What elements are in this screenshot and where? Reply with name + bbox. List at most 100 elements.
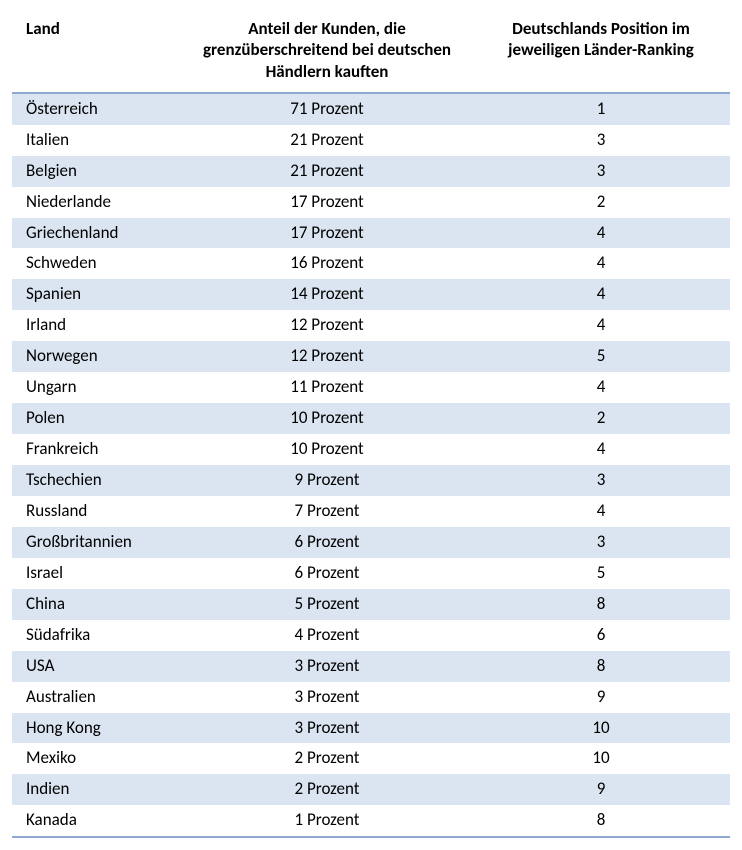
col-header-land: Land (12, 12, 182, 93)
cell-position: 4 (472, 496, 730, 527)
cell-land: Hong Kong (12, 713, 182, 744)
cell-position: 3 (472, 465, 730, 496)
cell-position: 8 (472, 589, 730, 620)
cell-anteil: 2 Prozent (182, 774, 472, 805)
cell-anteil: 12 Prozent (182, 310, 472, 341)
cell-position: 6 (472, 620, 730, 651)
cell-land: Mexiko (12, 743, 182, 774)
table-row: Russland7 Prozent4 (12, 496, 730, 527)
cell-position: 2 (472, 187, 730, 218)
cell-position: 4 (472, 372, 730, 403)
cell-land: Griechenland (12, 218, 182, 249)
cell-anteil: 1 Prozent (182, 805, 472, 837)
table-row: Irland12 Prozent4 (12, 310, 730, 341)
cell-anteil: 3 Prozent (182, 713, 472, 744)
table-row: Griechenland17 Prozent4 (12, 218, 730, 249)
cell-anteil: 10 Prozent (182, 434, 472, 465)
table-row: USA3 Prozent8 (12, 651, 730, 682)
cell-land: Frankreich (12, 434, 182, 465)
cell-land: Australien (12, 682, 182, 713)
cell-anteil: 21 Prozent (182, 125, 472, 156)
table-body: Österreich71 Prozent1Italien21 Prozent3B… (12, 93, 730, 838)
cell-land: USA (12, 651, 182, 682)
cell-position: 10 (472, 713, 730, 744)
cell-anteil: 21 Prozent (182, 156, 472, 187)
table-row: Polen10 Prozent2 (12, 403, 730, 434)
table-row: Niederlande17 Prozent2 (12, 187, 730, 218)
cell-land: Norwegen (12, 341, 182, 372)
cell-land: Italien (12, 125, 182, 156)
cell-anteil: 6 Prozent (182, 527, 472, 558)
cell-position: 4 (472, 310, 730, 341)
cell-position: 4 (472, 434, 730, 465)
cell-position: 8 (472, 805, 730, 837)
cell-land: Irland (12, 310, 182, 341)
cell-position: 4 (472, 218, 730, 249)
cell-anteil: 11 Prozent (182, 372, 472, 403)
table-row: Frankreich10 Prozent4 (12, 434, 730, 465)
cell-position: 9 (472, 774, 730, 805)
data-table: Land Anteil der Kunden, die grenzübersch… (12, 12, 730, 838)
cell-land: Großbritannien (12, 527, 182, 558)
cell-land: Polen (12, 403, 182, 434)
cell-land: Israel (12, 558, 182, 589)
table-row: Mexiko2 Prozent10 (12, 743, 730, 774)
cell-land: Belgien (12, 156, 182, 187)
cell-land: Ungarn (12, 372, 182, 403)
col-header-position: Deutschlands Position im jeweiligen Länd… (472, 12, 730, 93)
table-row: Italien21 Prozent3 (12, 125, 730, 156)
table-row: Spanien14 Prozent4 (12, 279, 730, 310)
col-header-anteil: Anteil der Kunden, die grenzüberschreite… (182, 12, 472, 93)
table-header: Land Anteil der Kunden, die grenzübersch… (12, 12, 730, 93)
cell-anteil: 17 Prozent (182, 218, 472, 249)
cell-anteil: 9 Prozent (182, 465, 472, 496)
table-row: Israel6 Prozent5 (12, 558, 730, 589)
table-row: Hong Kong3 Prozent10 (12, 713, 730, 744)
cell-anteil: 5 Prozent (182, 589, 472, 620)
cell-position: 5 (472, 341, 730, 372)
cell-anteil: 17 Prozent (182, 187, 472, 218)
cell-position: 3 (472, 527, 730, 558)
table-row: Indien2 Prozent9 (12, 774, 730, 805)
table-row: China5 Prozent8 (12, 589, 730, 620)
cell-anteil: 10 Prozent (182, 403, 472, 434)
cell-anteil: 3 Prozent (182, 682, 472, 713)
cell-position: 8 (472, 651, 730, 682)
cell-land: Kanada (12, 805, 182, 837)
table-row: Ungarn11 Prozent4 (12, 372, 730, 403)
cell-anteil: 71 Prozent (182, 93, 472, 125)
cell-land: Südafrika (12, 620, 182, 651)
cell-land: Spanien (12, 279, 182, 310)
cell-anteil: 4 Prozent (182, 620, 472, 651)
cell-land: China (12, 589, 182, 620)
table-row: Österreich71 Prozent1 (12, 93, 730, 125)
cell-anteil: 14 Prozent (182, 279, 472, 310)
cell-land: Österreich (12, 93, 182, 125)
cell-position: 10 (472, 743, 730, 774)
table-row: Schweden16 Prozent4 (12, 248, 730, 279)
cell-position: 5 (472, 558, 730, 589)
table-row: Norwegen12 Prozent5 (12, 341, 730, 372)
cell-anteil: 2 Prozent (182, 743, 472, 774)
cell-position: 3 (472, 156, 730, 187)
cell-position: 9 (472, 682, 730, 713)
cell-anteil: 12 Prozent (182, 341, 472, 372)
cell-land: Niederlande (12, 187, 182, 218)
cell-anteil: 16 Prozent (182, 248, 472, 279)
cell-position: 2 (472, 403, 730, 434)
cell-position: 1 (472, 93, 730, 125)
cell-land: Russland (12, 496, 182, 527)
cell-land: Tschechien (12, 465, 182, 496)
cell-position: 4 (472, 248, 730, 279)
table-row: Tschechien9 Prozent3 (12, 465, 730, 496)
cell-anteil: 6 Prozent (182, 558, 472, 589)
cell-anteil: 7 Prozent (182, 496, 472, 527)
table-row: Australien3 Prozent9 (12, 682, 730, 713)
cell-position: 4 (472, 279, 730, 310)
table-row: Großbritannien6 Prozent3 (12, 527, 730, 558)
table-row: Südafrika4 Prozent6 (12, 620, 730, 651)
table-row: Belgien21 Prozent3 (12, 156, 730, 187)
cell-land: Schweden (12, 248, 182, 279)
cell-position: 3 (472, 125, 730, 156)
cell-land: Indien (12, 774, 182, 805)
